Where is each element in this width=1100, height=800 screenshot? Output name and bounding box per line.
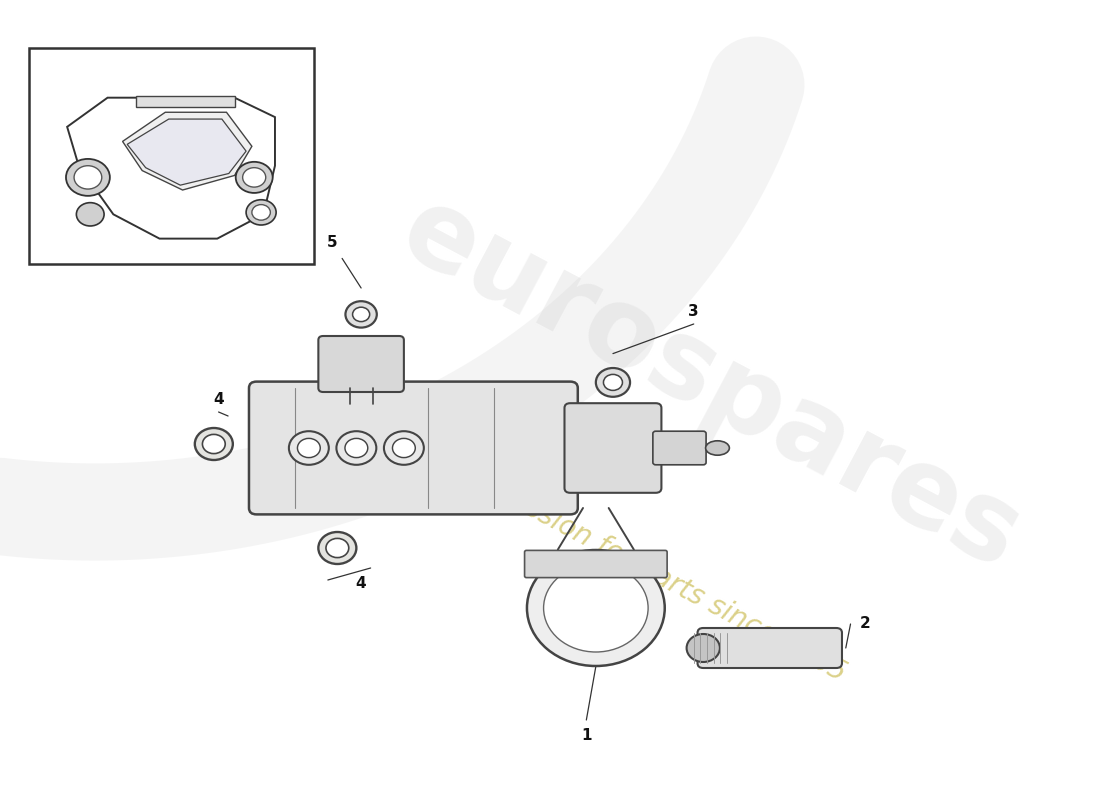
FancyBboxPatch shape — [525, 550, 667, 578]
Ellipse shape — [604, 374, 623, 390]
Ellipse shape — [243, 168, 266, 187]
Polygon shape — [67, 98, 275, 238]
Ellipse shape — [235, 162, 273, 193]
Ellipse shape — [252, 205, 271, 220]
Text: 4: 4 — [355, 577, 366, 591]
Text: 4: 4 — [213, 393, 224, 407]
Ellipse shape — [705, 441, 729, 455]
Ellipse shape — [345, 302, 377, 328]
Ellipse shape — [66, 159, 110, 196]
Ellipse shape — [74, 166, 102, 189]
Ellipse shape — [353, 307, 370, 322]
Ellipse shape — [384, 431, 424, 465]
Ellipse shape — [246, 200, 276, 225]
Ellipse shape — [289, 431, 329, 465]
FancyBboxPatch shape — [564, 403, 661, 493]
FancyBboxPatch shape — [318, 336, 404, 392]
Ellipse shape — [393, 438, 416, 458]
FancyBboxPatch shape — [653, 431, 706, 465]
FancyBboxPatch shape — [249, 382, 578, 514]
Text: 1: 1 — [581, 729, 592, 743]
Ellipse shape — [686, 634, 719, 662]
Polygon shape — [128, 119, 246, 185]
Ellipse shape — [345, 438, 367, 458]
Ellipse shape — [297, 438, 320, 458]
Text: a passion for parts since 1985: a passion for parts since 1985 — [466, 465, 850, 687]
Ellipse shape — [202, 434, 226, 454]
Text: 5: 5 — [328, 235, 338, 250]
FancyBboxPatch shape — [29, 48, 313, 264]
Text: 2: 2 — [859, 617, 870, 631]
Text: 3: 3 — [689, 305, 698, 319]
Ellipse shape — [527, 550, 664, 666]
Ellipse shape — [318, 532, 356, 564]
Ellipse shape — [76, 202, 104, 226]
Polygon shape — [136, 96, 234, 107]
Text: eurospares: eurospares — [384, 176, 1038, 592]
Ellipse shape — [195, 428, 233, 460]
Polygon shape — [122, 112, 252, 190]
Ellipse shape — [596, 368, 630, 397]
Ellipse shape — [337, 431, 376, 465]
Ellipse shape — [543, 564, 648, 652]
FancyBboxPatch shape — [697, 628, 842, 668]
Ellipse shape — [326, 538, 349, 558]
